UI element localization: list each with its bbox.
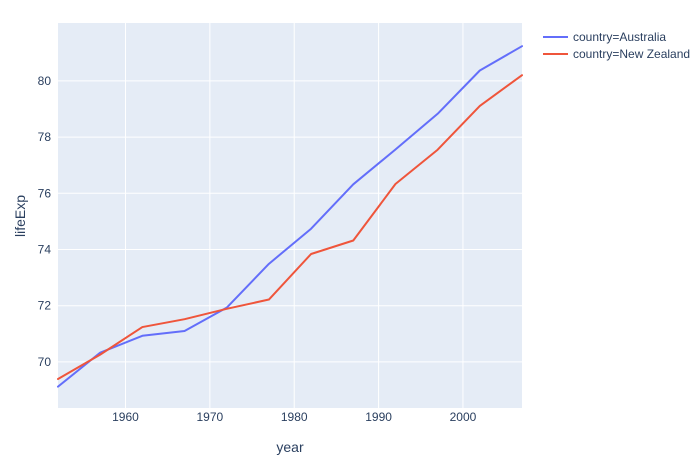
legend: country=Australia country=New Zealand — [543, 28, 690, 62]
x-tick-label: 1970 — [197, 410, 224, 424]
y-tick-label: 72 — [38, 299, 52, 313]
y-axis-title: lifeExp — [12, 194, 28, 238]
legend-line-swatch-new-zealand — [543, 52, 568, 55]
y-tick-label: 70 — [38, 355, 52, 369]
legend-line-swatch-australia — [543, 35, 568, 38]
legend-item-new-zealand[interactable]: country=New Zealand — [543, 45, 690, 62]
x-tick-label: 1960 — [112, 410, 139, 424]
y-tick-label: 74 — [38, 243, 52, 257]
legend-label-new-zealand: country=New Zealand — [573, 46, 691, 61]
legend-label-australia: country=Australia — [573, 29, 667, 44]
line-series-0[interactable] — [57, 45, 523, 388]
line-series-1[interactable] — [57, 74, 523, 381]
plot-background — [58, 23, 522, 408]
x-tick-label: 1990 — [365, 410, 392, 424]
legend-item-australia[interactable]: country=Australia — [543, 28, 690, 45]
y-tick-label: 78 — [38, 130, 52, 144]
x-axis-title: year — [276, 439, 304, 455]
y-tick-label: 76 — [38, 186, 52, 200]
x-tick-label: 1980 — [281, 410, 308, 424]
x-tick-label: 2000 — [450, 410, 477, 424]
y-tick-label: 80 — [38, 74, 52, 88]
